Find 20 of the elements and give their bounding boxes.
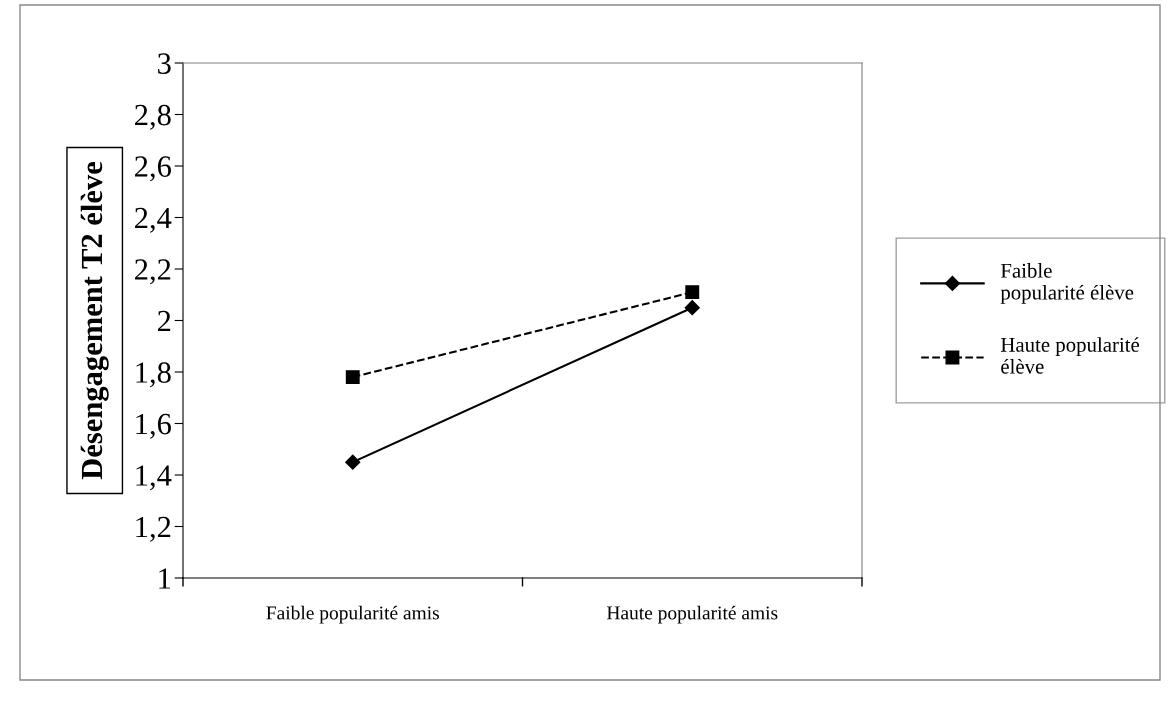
y-axis-title: Désengagement T2 élève — [80, 162, 109, 480]
x-tick-label: Faible popularité amis — [266, 605, 439, 624]
y-tick-label: 2,4 — [135, 207, 172, 233]
y-tick-label: 1,8 — [136, 362, 171, 388]
point — [345, 370, 360, 385]
point — [685, 285, 700, 300]
y-tick-label: 2,8 — [135, 104, 171, 130]
point — [684, 300, 700, 316]
y-tick-label: 1 — [159, 568, 171, 589]
x-tick-label: Haute popularité amis — [606, 605, 778, 624]
y-tick-label: 2,6 — [135, 156, 171, 182]
y-tick-label: 3 — [158, 53, 171, 74]
y-tick-label: 2,2 — [135, 259, 171, 285]
y-tick-label: 1,6 — [136, 413, 171, 439]
legend-label: Haute popularité élève — [1000, 337, 1140, 374]
y-tick-label: 1,4 — [136, 465, 172, 491]
y-tick-label: 2 — [157, 310, 171, 332]
y-tick-label: 1,2 — [136, 516, 171, 542]
legend-label: Faible popularité élève — [1000, 263, 1134, 304]
point — [345, 454, 361, 470]
